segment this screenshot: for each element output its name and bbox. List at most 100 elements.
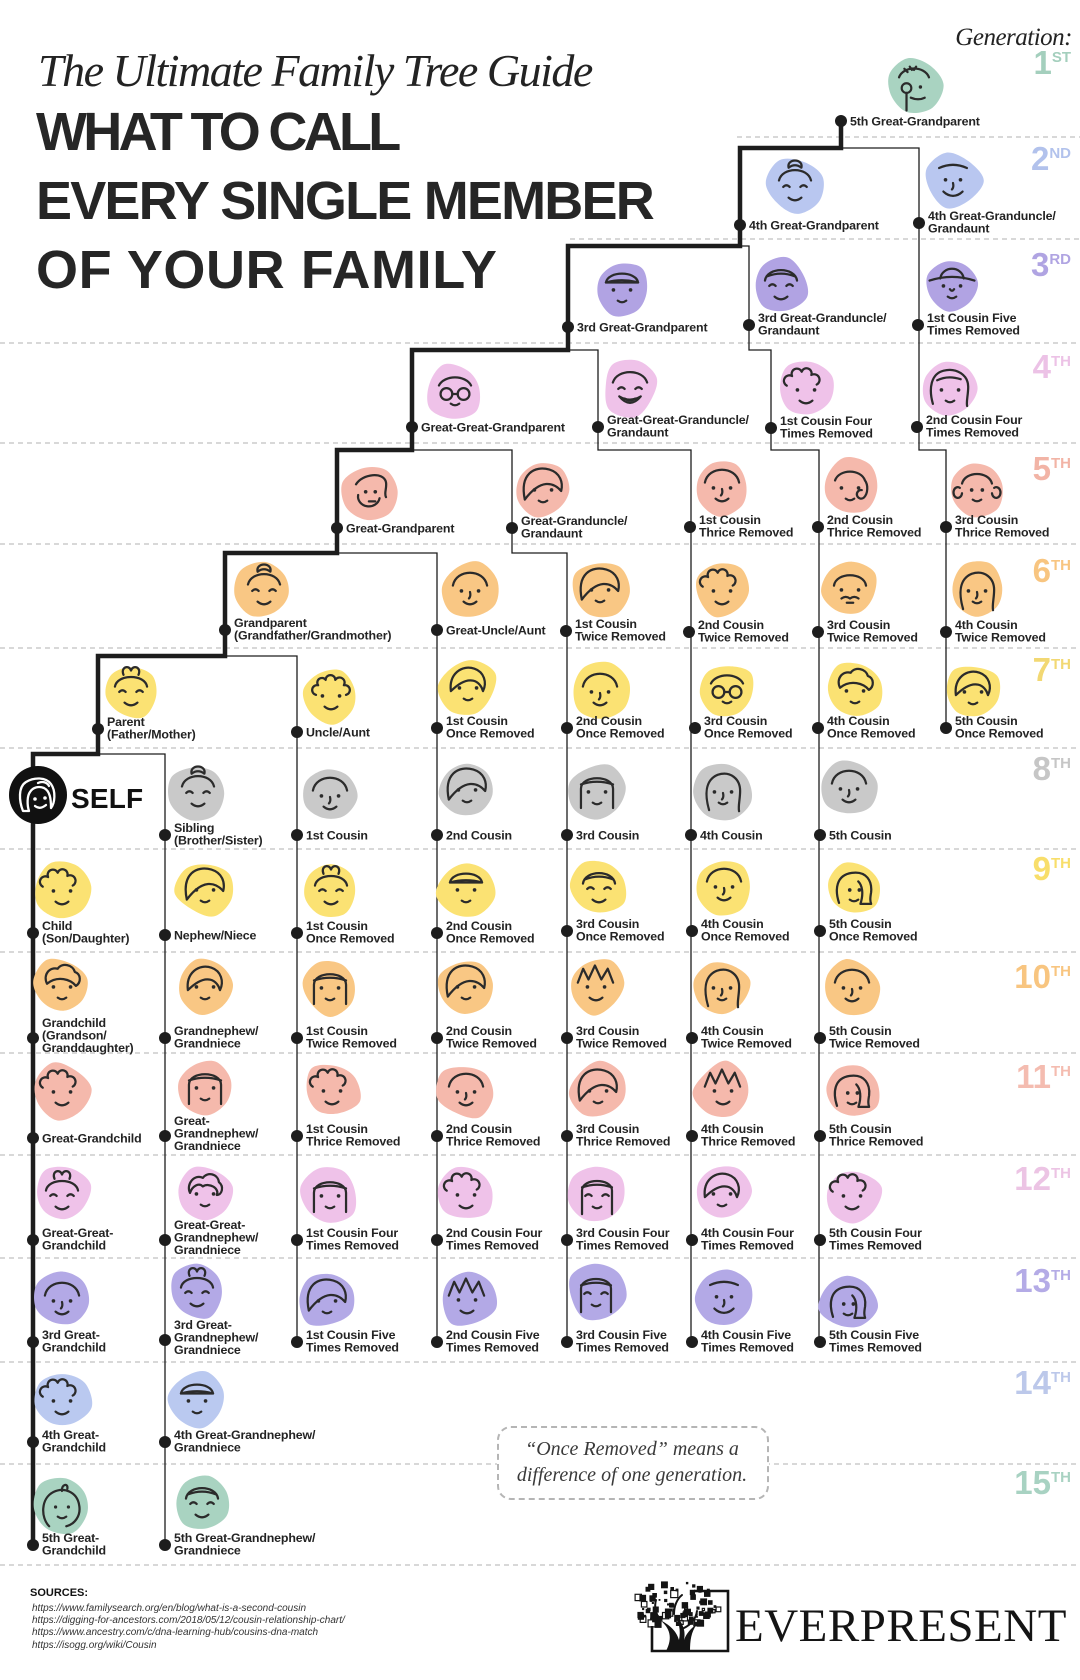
svg-text:Times Removed: Times Removed bbox=[576, 1340, 669, 1354]
svg-text:1st Cousin Four: 1st Cousin Four bbox=[306, 1226, 398, 1240]
svg-text:11TH: 11TH bbox=[1016, 1058, 1071, 1095]
svg-text:2nd Cousin: 2nd Cousin bbox=[576, 714, 642, 728]
svg-text:1st Cousin: 1st Cousin bbox=[306, 829, 368, 843]
svg-text:10TH: 10TH bbox=[1014, 958, 1071, 995]
svg-text:Once Removed: Once Removed bbox=[701, 929, 789, 943]
svg-text:Times Removed: Times Removed bbox=[306, 1340, 399, 1354]
svg-text:5th Cousin: 5th Cousin bbox=[829, 917, 892, 931]
svg-text:Times Removed: Times Removed bbox=[927, 323, 1020, 337]
svg-text:Times Removed: Times Removed bbox=[446, 1340, 539, 1354]
svg-text:4th Cousin: 4th Cousin bbox=[701, 1024, 764, 1038]
svg-text:1st Cousin: 1st Cousin bbox=[575, 617, 637, 631]
svg-text:3rd Great-Grandparent: 3rd Great-Grandparent bbox=[577, 321, 707, 335]
svg-text:4TH: 4TH bbox=[1033, 348, 1071, 385]
svg-text:1st Cousin: 1st Cousin bbox=[306, 919, 368, 933]
svg-text:8TH: 8TH bbox=[1033, 750, 1071, 787]
svg-text:3rd Cousin: 3rd Cousin bbox=[576, 829, 639, 843]
svg-text:1st Cousin: 1st Cousin bbox=[306, 1122, 368, 1136]
svg-text:5th Great-Grandparent: 5th Great-Grandparent bbox=[850, 115, 980, 129]
svg-text:1st Cousin: 1st Cousin bbox=[699, 513, 761, 527]
svg-text:Great-Grandchild: Great-Grandchild bbox=[42, 1132, 142, 1146]
svg-text:9TH: 9TH bbox=[1033, 850, 1071, 887]
svg-text:Grandparent: Grandparent bbox=[234, 616, 307, 630]
svg-text:5th Cousin Five: 5th Cousin Five bbox=[829, 1328, 919, 1342]
svg-text:3RD: 3RD bbox=[1031, 246, 1071, 283]
svg-text:Thrice Removed: Thrice Removed bbox=[576, 1134, 670, 1148]
svg-text:Grandchild: Grandchild bbox=[42, 1016, 106, 1030]
svg-text:Uncle/Aunt: Uncle/Aunt bbox=[306, 726, 370, 740]
svg-text:EVERPRESENT: EVERPRESENT bbox=[735, 1600, 1067, 1652]
svg-text:Thrice Removed: Thrice Removed bbox=[829, 1134, 923, 1148]
svg-text:Great-Great-: Great-Great- bbox=[174, 1218, 245, 1232]
svg-text:Grandaunt: Grandaunt bbox=[521, 526, 582, 540]
svg-text:4th Cousin: 4th Cousin bbox=[701, 917, 764, 931]
svg-text:4th Cousin Four: 4th Cousin Four bbox=[701, 1226, 794, 1240]
svg-text:SELF: SELF bbox=[71, 783, 143, 814]
svg-text:Grandchild: Grandchild bbox=[42, 1440, 106, 1454]
svg-text:Grandnephew/: Grandnephew/ bbox=[174, 1230, 259, 1244]
svg-text:3rd Great-: 3rd Great- bbox=[42, 1328, 100, 1342]
svg-text:Thrice Removed: Thrice Removed bbox=[306, 1134, 400, 1148]
svg-text:2ND: 2ND bbox=[1031, 140, 1071, 177]
svg-text:Once Removed: Once Removed bbox=[829, 929, 917, 943]
svg-text:Parent: Parent bbox=[107, 715, 145, 729]
svg-text:Times Removed: Times Removed bbox=[576, 1238, 669, 1252]
svg-text:Once Removed: Once Removed bbox=[576, 929, 664, 943]
svg-text:2nd Cousin: 2nd Cousin bbox=[698, 618, 764, 632]
svg-text:Once Removed: Once Removed bbox=[306, 931, 394, 945]
svg-text:4th Cousin: 4th Cousin bbox=[701, 1122, 764, 1136]
svg-text:12TH: 12TH bbox=[1014, 1160, 1071, 1197]
svg-text:Great-Great-Grandparent: Great-Great-Grandparent bbox=[421, 421, 565, 435]
svg-text:Times Removed: Times Removed bbox=[701, 1238, 794, 1252]
svg-text:Granddaughter): Granddaughter) bbox=[42, 1041, 134, 1055]
svg-text:5th Cousin: 5th Cousin bbox=[829, 1122, 892, 1136]
svg-text:Times Removed: Times Removed bbox=[306, 1238, 399, 1252]
svg-text:Times Removed: Times Removed bbox=[829, 1340, 922, 1354]
svg-text:Grandniece: Grandniece bbox=[174, 1243, 241, 1257]
svg-text:2nd Cousin: 2nd Cousin bbox=[446, 1024, 512, 1038]
svg-text:(Son/Daughter): (Son/Daughter) bbox=[42, 931, 129, 945]
svg-text:3rd Cousin: 3rd Cousin bbox=[576, 1024, 639, 1038]
svg-text:1st Cousin: 1st Cousin bbox=[306, 1024, 368, 1038]
svg-text:Twice Removed: Twice Removed bbox=[446, 1036, 537, 1050]
svg-text:15TH: 15TH bbox=[1014, 1464, 1071, 1501]
svg-text:Thrice Removed: Thrice Removed bbox=[446, 1134, 540, 1148]
svg-text:2nd Cousin: 2nd Cousin bbox=[446, 829, 512, 843]
svg-text:Great-Great-Granduncle/: Great-Great-Granduncle/ bbox=[607, 413, 750, 427]
svg-text:Grandniece: Grandniece bbox=[174, 1543, 241, 1557]
svg-text:Once Removed: Once Removed bbox=[955, 726, 1043, 740]
svg-text:Times Removed: Times Removed bbox=[701, 1340, 794, 1354]
svg-text:Great-Grandparent: Great-Grandparent bbox=[346, 522, 454, 536]
svg-text:Twice Removed: Twice Removed bbox=[827, 630, 918, 644]
svg-text:1st Cousin: 1st Cousin bbox=[446, 714, 508, 728]
svg-text:3rd Cousin: 3rd Cousin bbox=[576, 917, 639, 931]
svg-text:Twice Removed: Twice Removed bbox=[575, 629, 666, 643]
svg-text:Grandaunt: Grandaunt bbox=[758, 323, 819, 337]
svg-text:5th Cousin: 5th Cousin bbox=[829, 829, 892, 843]
svg-text:(Father/Mother): (Father/Mother) bbox=[107, 727, 196, 741]
svg-text:(Brother/Sister): (Brother/Sister) bbox=[174, 833, 263, 847]
svg-text:Grandnephew/: Grandnephew/ bbox=[174, 1330, 259, 1344]
svg-text:Once Removed: Once Removed bbox=[704, 726, 792, 740]
svg-text:(Grandfather/Grandmother): (Grandfather/Grandmother) bbox=[234, 628, 391, 642]
svg-text:4th Cousin: 4th Cousin bbox=[827, 714, 890, 728]
svg-text:5th Cousin: 5th Cousin bbox=[955, 714, 1018, 728]
svg-text:Twice Removed: Twice Removed bbox=[576, 1036, 667, 1050]
svg-text:4th Cousin: 4th Cousin bbox=[700, 829, 763, 843]
svg-text:1st Cousin Five: 1st Cousin Five bbox=[306, 1328, 396, 1342]
svg-text:2nd Cousin Four: 2nd Cousin Four bbox=[926, 413, 1023, 427]
svg-text:Thrice Removed: Thrice Removed bbox=[955, 525, 1049, 539]
svg-text:Grandniece: Grandniece bbox=[174, 1343, 241, 1357]
svg-text:3rd Cousin: 3rd Cousin bbox=[704, 714, 767, 728]
svg-text:Once Removed: Once Removed bbox=[446, 931, 534, 945]
svg-text:Grandchild: Grandchild bbox=[42, 1543, 106, 1557]
svg-text:Times Removed: Times Removed bbox=[446, 1238, 539, 1252]
svg-text:4th Great-Granduncle/: 4th Great-Granduncle/ bbox=[928, 209, 1056, 223]
svg-text:4th Great-Grandparent: 4th Great-Grandparent bbox=[749, 219, 879, 233]
svg-text:Grandnephew/: Grandnephew/ bbox=[174, 1024, 259, 1038]
svg-text:5th Cousin Four: 5th Cousin Four bbox=[829, 1226, 922, 1240]
svg-text:Grandaunt: Grandaunt bbox=[928, 221, 989, 235]
svg-text:5th Great-: 5th Great- bbox=[42, 1531, 99, 1545]
svg-text:Twice Removed: Twice Removed bbox=[829, 1036, 920, 1050]
svg-text:2nd Cousin Four: 2nd Cousin Four bbox=[446, 1226, 543, 1240]
